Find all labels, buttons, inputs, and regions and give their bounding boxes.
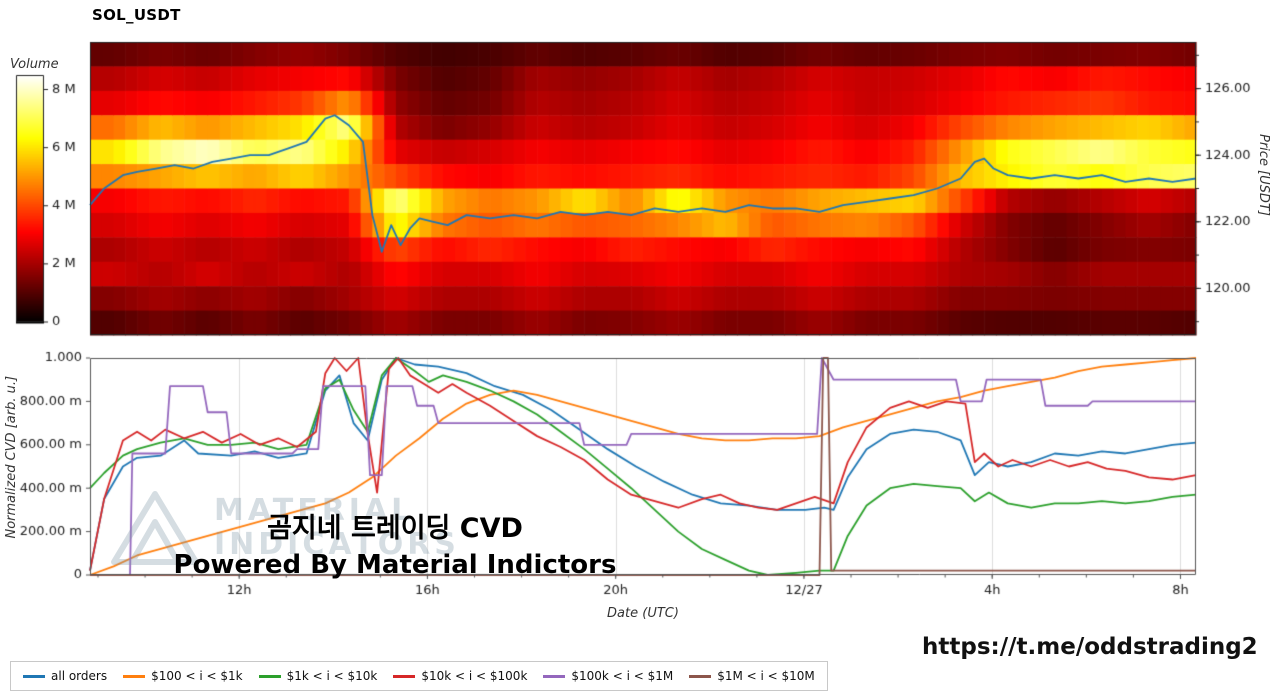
legend-item-label: $1M < i < $10M [717,669,815,683]
cvd-chart-canvas [0,348,1280,638]
legend-item-label: all orders [51,669,108,683]
legend-item-label: $10k < i < $100k [421,669,528,683]
legend-swatch-icon [258,674,281,678]
page-title: SOL_USDT [92,6,181,24]
legend-item: $100k < i < $1M [543,669,673,683]
legend-item: all orders [23,669,107,683]
legend-swatch-icon [689,674,712,678]
legend-item-label: $1k < i < $10k [286,669,378,683]
volume-heatmap-canvas [0,28,1280,348]
legend: all orders $100 < i < $1k $1k < i < $10k $1… [10,661,828,691]
legend-item: $100 < i < $1k [123,669,243,683]
overlay-title-korean: 곰지네 트레이딩 CVD [267,513,523,544]
cvd-axis-label: Normalized CVD [arb. u.] [4,376,19,539]
telegram-url: https://t.me/oddstrading2 [922,634,1258,660]
legend-item: $1k < i < $10k [258,669,378,683]
legend-item-label: $100k < i < $1M [571,669,674,683]
legend-swatch-icon [543,674,566,678]
date-axis-label: Date (UTC) [607,606,679,621]
legend-swatch-icon [23,674,45,678]
legend-swatch-icon [123,674,146,678]
legend-item-label: $100 < i < $1k [151,669,243,683]
price-axis-label: Price [USDT] [1256,134,1271,216]
legend-item: $1M < i < $10M [689,669,815,683]
overlay-annotation: 곰지네 트레이딩 CVD Powered By Material Indicto… [160,506,630,580]
legend-item: $10k < i < $100k [393,669,527,683]
legend-swatch-icon [393,674,416,678]
overlay-powered-by: Powered By Material Indictors [173,550,617,580]
